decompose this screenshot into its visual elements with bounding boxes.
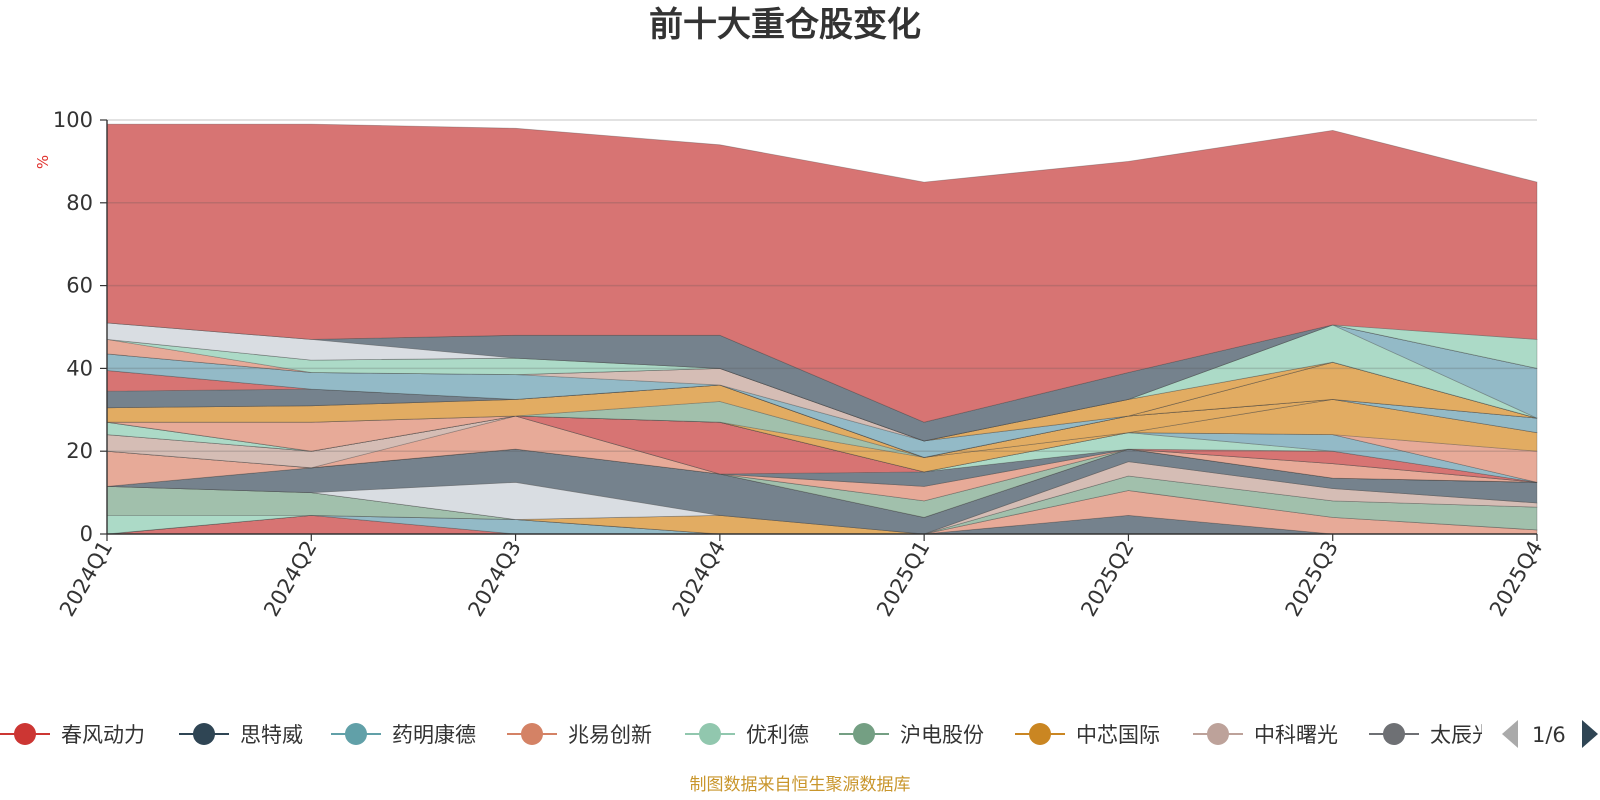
legend-marker (1383, 723, 1405, 745)
legend-item-3[interactable]: 兆易创新 (507, 723, 652, 747)
legend-item-8[interactable]: 太辰光 (1369, 723, 1493, 747)
legend-label: 中芯国际 (1076, 723, 1160, 747)
legend-item-5[interactable]: 沪电股份 (839, 723, 984, 747)
legend-item-7[interactable]: 中科曙光 (1193, 723, 1338, 747)
source-note: 制图数据来自恒生聚源数据库 (690, 775, 911, 795)
legend-prev-icon[interactable] (1502, 720, 1518, 748)
y-tick-label: 80 (66, 191, 93, 215)
x-tick-label: 2024Q3 (463, 537, 525, 621)
y-tick-label: 20 (66, 439, 93, 463)
legend-marker (521, 723, 543, 745)
x-tick-label: 2024Q4 (668, 537, 730, 621)
legend-label: 药明康德 (392, 723, 476, 747)
legend-label: 思特威 (240, 723, 303, 747)
area-layers (106, 123, 1538, 535)
legend-label: 兆易创新 (568, 723, 652, 747)
legend-item-2[interactable]: 药明康德 (331, 723, 476, 747)
legend-marker (14, 723, 36, 745)
x-tick-label: 2025Q1 (872, 537, 934, 621)
y-tick-label: 40 (66, 356, 93, 380)
chart-title: 前十大重仓股变化 (649, 5, 921, 45)
y-tick-label: 100 (53, 108, 93, 132)
x-tick-label: 2024Q2 (259, 537, 321, 621)
legend-marker (699, 723, 721, 745)
x-tick-label: 2024Q1 (55, 537, 117, 621)
legend-next-icon[interactable] (1582, 720, 1598, 748)
legend-item-1[interactable]: 思特威 (179, 723, 303, 747)
legend-marker (193, 723, 215, 745)
legend-page-indicator: 1/6 (1532, 723, 1566, 747)
legend-label: 优利德 (746, 723, 809, 747)
x-tick-label: 2025Q4 (1485, 537, 1547, 621)
legend-marker (1029, 723, 1051, 745)
legend-item-4[interactable]: 优利德 (685, 723, 809, 747)
legend-label: 春风动力 (61, 723, 145, 747)
legend-marker (1207, 723, 1229, 745)
legend-item-6[interactable]: 中芯国际 (1015, 723, 1160, 747)
legend-label: 太辰光 (1430, 723, 1493, 747)
y-tick-label: 0 (80, 522, 93, 546)
y-axis-label: % (34, 155, 52, 169)
area-series-5 (106, 475, 1538, 535)
legend-label: 沪电股份 (900, 723, 984, 747)
x-tick-label: 2025Q3 (1281, 537, 1343, 621)
legend-marker (853, 723, 875, 745)
legend[interactable]: 春风动力 思特威 药明康德 兆易创新 优利德 沪电股份 中芯国际 中科曙光 太辰光 1/6 (0, 720, 1598, 748)
area-series-25 (106, 384, 1538, 458)
legend-item-0[interactable]: 春风动力 (0, 723, 145, 747)
area-series-39 (106, 123, 1538, 423)
legend-label: 中科曙光 (1254, 723, 1338, 747)
x-tick-label: 2025Q2 (1076, 537, 1138, 621)
y-tick-label: 60 (66, 274, 93, 298)
grid-lines (107, 119, 1537, 452)
legend-marker (345, 723, 367, 745)
